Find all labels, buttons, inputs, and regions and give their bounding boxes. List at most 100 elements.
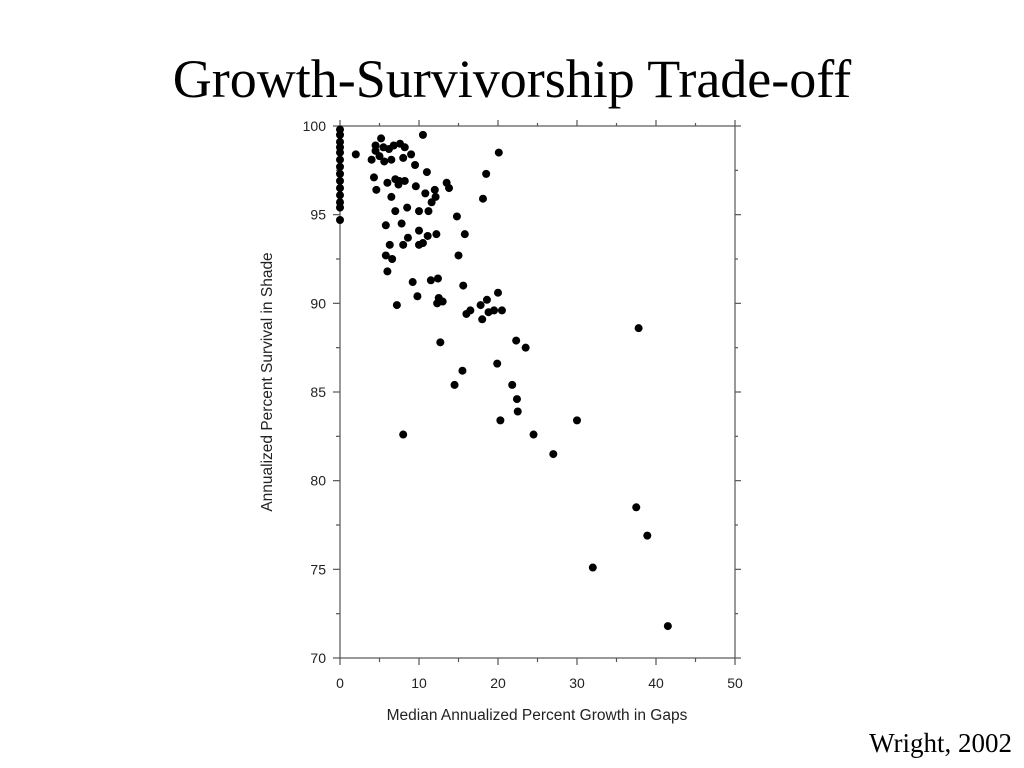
- data-point: [663, 622, 672, 631]
- data-point: [496, 416, 505, 425]
- data-point: [521, 343, 530, 352]
- data-point: [403, 233, 412, 242]
- y-tick-label: 80: [310, 473, 326, 489]
- data-point: [436, 338, 445, 347]
- x-tick-label: 20: [490, 675, 506, 691]
- data-point: [336, 215, 344, 224]
- data-point: [490, 306, 499, 315]
- data-point: [497, 306, 506, 315]
- data-point: [392, 301, 401, 310]
- data-point: [422, 168, 431, 177]
- data-point: [403, 203, 412, 212]
- data-point: [336, 176, 344, 185]
- data-point: [391, 207, 400, 216]
- data-point: [399, 240, 408, 249]
- data-point: [399, 153, 408, 162]
- data-point: [407, 150, 416, 159]
- data-point: [445, 184, 454, 193]
- data-point: [411, 182, 420, 191]
- data-point: [381, 221, 390, 230]
- data-point: [399, 430, 408, 439]
- y-tick-label: 95: [310, 207, 326, 223]
- data-point: [459, 281, 468, 290]
- data-point: [482, 169, 491, 178]
- data-point: [395, 176, 404, 185]
- data-point: [389, 141, 398, 150]
- data-point: [397, 219, 406, 228]
- data-point: [381, 251, 390, 260]
- data-point: [351, 150, 360, 159]
- data-point: [369, 173, 378, 182]
- data-point: [423, 231, 432, 240]
- data-point: [415, 207, 423, 216]
- data-point: [588, 563, 597, 572]
- data-point: [415, 226, 423, 235]
- data-point: [411, 161, 420, 170]
- data-point: [430, 185, 439, 194]
- data-point: [634, 324, 643, 333]
- x-tick-label: 50: [727, 675, 743, 691]
- data-point: [380, 157, 389, 166]
- data-point: [336, 203, 344, 212]
- data-point: [375, 152, 384, 161]
- data-point: [438, 297, 447, 306]
- y-tick-label: 90: [310, 295, 326, 311]
- data-point: [450, 380, 459, 389]
- data-point: [426, 276, 435, 285]
- data-point: [431, 192, 440, 201]
- x-tick-label: 0: [336, 675, 344, 691]
- data-point: [493, 359, 502, 368]
- data-point: [336, 184, 344, 193]
- data-point: [494, 288, 502, 297]
- data-point: [508, 380, 517, 389]
- plot-frame: [339, 125, 736, 659]
- data-point: [367, 155, 376, 164]
- data-point: [512, 395, 521, 404]
- data-point: [336, 191, 344, 200]
- data-point: [632, 503, 641, 512]
- data-point: [478, 194, 487, 203]
- data-point: [421, 189, 430, 198]
- x-tick-label: 30: [569, 675, 585, 691]
- data-point: [387, 155, 396, 164]
- data-point: [400, 143, 409, 152]
- data-point: [336, 169, 344, 178]
- data-point: [432, 230, 441, 239]
- data-point: [383, 178, 392, 187]
- data-point: [549, 450, 558, 459]
- data-points: [336, 125, 672, 631]
- data-point: [408, 278, 417, 287]
- data-point: [512, 336, 521, 345]
- x-axis-title: Median Annualized Percent Growth in Gaps: [387, 707, 688, 724]
- data-point: [336, 130, 344, 139]
- data-point: [336, 162, 344, 171]
- citation: Wright, 2002: [869, 728, 1012, 758]
- data-point: [482, 295, 491, 304]
- data-point: [387, 192, 396, 201]
- y-axis: 70 75 80 85 90 95 100: [303, 118, 741, 666]
- data-point: [452, 212, 461, 221]
- y-tick-label: 85: [310, 384, 326, 400]
- x-axis: 0 10 20 30 40 50: [336, 120, 743, 691]
- data-point: [371, 141, 380, 150]
- data-point: [458, 366, 467, 375]
- data-point: [466, 306, 475, 315]
- y-tick-label: 100: [303, 118, 327, 134]
- data-point: [400, 176, 409, 185]
- x-tick-label: 40: [648, 675, 664, 691]
- data-point: [454, 251, 463, 260]
- data-point: [388, 255, 397, 263]
- data-point: [372, 185, 381, 194]
- data-point: [494, 148, 503, 157]
- data-point: [413, 292, 422, 301]
- data-point: [433, 274, 442, 283]
- data-point: [529, 430, 538, 439]
- data-point: [460, 230, 469, 239]
- y-tick-label: 70: [310, 650, 326, 666]
- data-point: [336, 155, 344, 164]
- data-point: [418, 130, 427, 139]
- data-point: [418, 239, 427, 248]
- data-point: [336, 148, 344, 157]
- data-point: [573, 416, 581, 425]
- data-point: [476, 301, 485, 310]
